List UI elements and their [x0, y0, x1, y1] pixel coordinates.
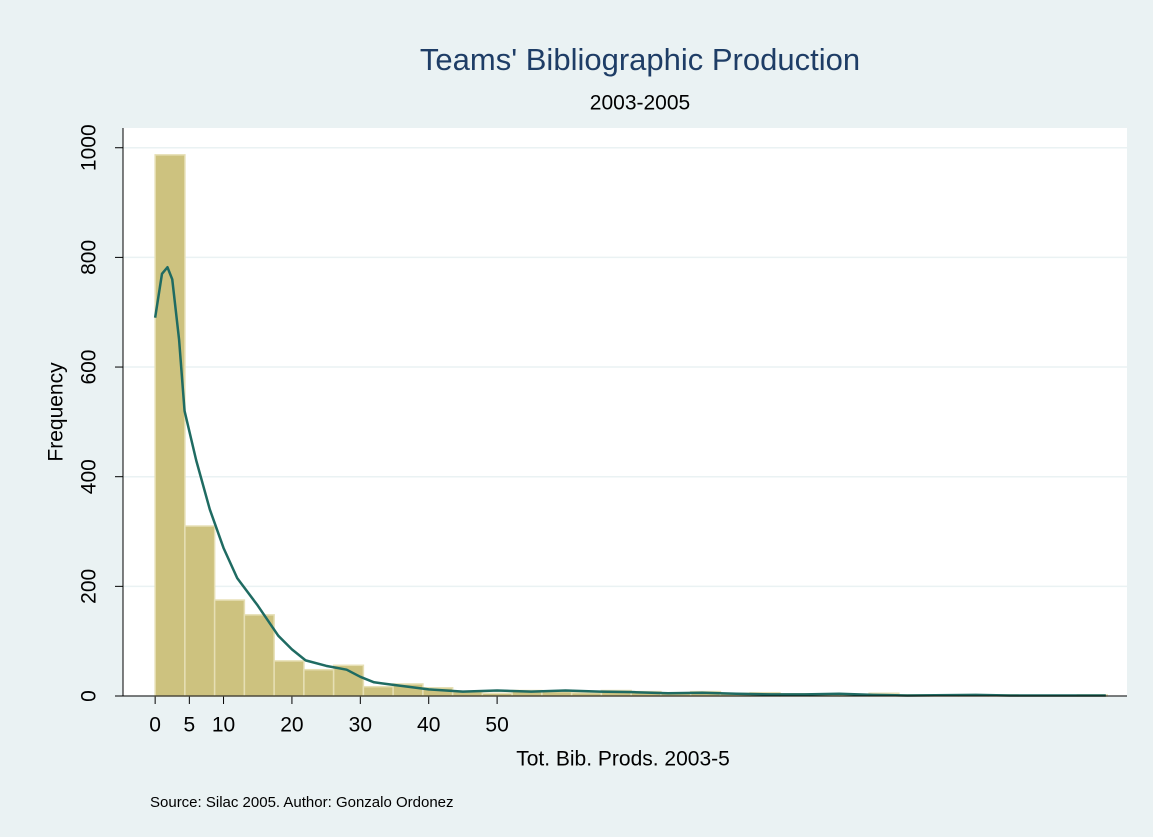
y-tick-label: 200	[78, 569, 101, 604]
plot-area	[123, 128, 1127, 696]
x-axis-label: Tot. Bib. Prods. 2003-5	[516, 748, 730, 771]
bar	[243, 614, 275, 697]
x-tick-label: 0	[149, 714, 161, 737]
bar	[273, 660, 305, 697]
chart-subtitle: 2003-2005	[590, 92, 690, 115]
y-tick-label: 800	[78, 240, 101, 275]
x-tick-label: 10	[212, 714, 235, 737]
bar	[362, 685, 394, 697]
note: Source: Silac 2005. Author: Gonzalo Ordo…	[150, 794, 454, 811]
y-tick-label: 600	[78, 350, 101, 385]
x-tick-label: 50	[485, 714, 508, 737]
x-tick-label: 20	[280, 714, 303, 737]
x-tick-label: 40	[417, 714, 440, 737]
bar	[154, 154, 186, 697]
y-tick-label: 400	[78, 459, 101, 494]
density-line	[153, 266, 1106, 697]
chart-title: Teams' Bibliographic Production	[420, 42, 860, 77]
y-axis-label: Frequency	[45, 362, 68, 462]
y-tick-label: 1000	[78, 124, 101, 171]
x-tick-label: 30	[349, 714, 372, 737]
x-tick-label: 5	[183, 714, 195, 737]
bar	[213, 599, 246, 697]
y-tick-label: 0	[78, 690, 101, 702]
bar	[184, 525, 216, 697]
bar	[303, 668, 335, 697]
